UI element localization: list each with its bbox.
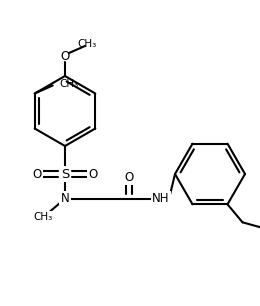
Text: CH₃: CH₃ [33, 212, 53, 222]
Text: CH₃: CH₃ [60, 79, 79, 88]
Text: O: O [60, 50, 70, 62]
Text: NH: NH [152, 192, 170, 206]
Text: N: N [61, 192, 69, 206]
Text: CH₃: CH₃ [77, 39, 97, 49]
Text: O: O [88, 167, 98, 181]
Text: S: S [61, 167, 69, 181]
Text: O: O [32, 167, 42, 181]
Text: O: O [124, 170, 134, 184]
